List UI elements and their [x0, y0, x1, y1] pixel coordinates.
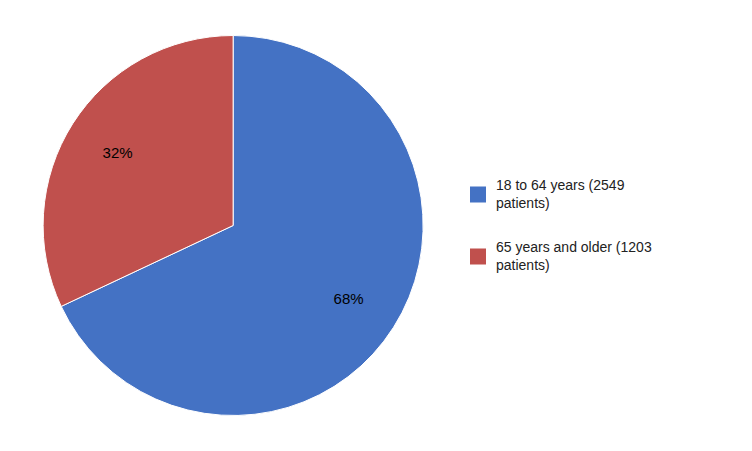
legend: 18 to 64 years (2549patients)65 years an… — [470, 177, 652, 273]
legend-label-line: patients) — [496, 257, 550, 273]
legend-label-line: 65 years and older (1203 — [496, 239, 652, 255]
legend-swatch — [470, 249, 486, 265]
data-labels: 68% 32% — [103, 144, 364, 308]
legend-label-line: 18 to 64 years (2549 — [496, 177, 625, 193]
data-label: 68% — [334, 290, 364, 307]
legend-label: 18 to 64 years (2549 patients) — [496, 177, 625, 211]
data-label: 32% — [103, 144, 133, 161]
slices — [43, 36, 423, 416]
legend-label: 65 years and older (1203 patients) — [496, 239, 652, 273]
legend-label-line: patients) — [496, 195, 550, 211]
chart: 68%32%18 to 64 years (2549patients)65 ye… — [0, 0, 752, 451]
legend-swatch — [470, 187, 486, 203]
pie-slice — [43, 36, 233, 307]
